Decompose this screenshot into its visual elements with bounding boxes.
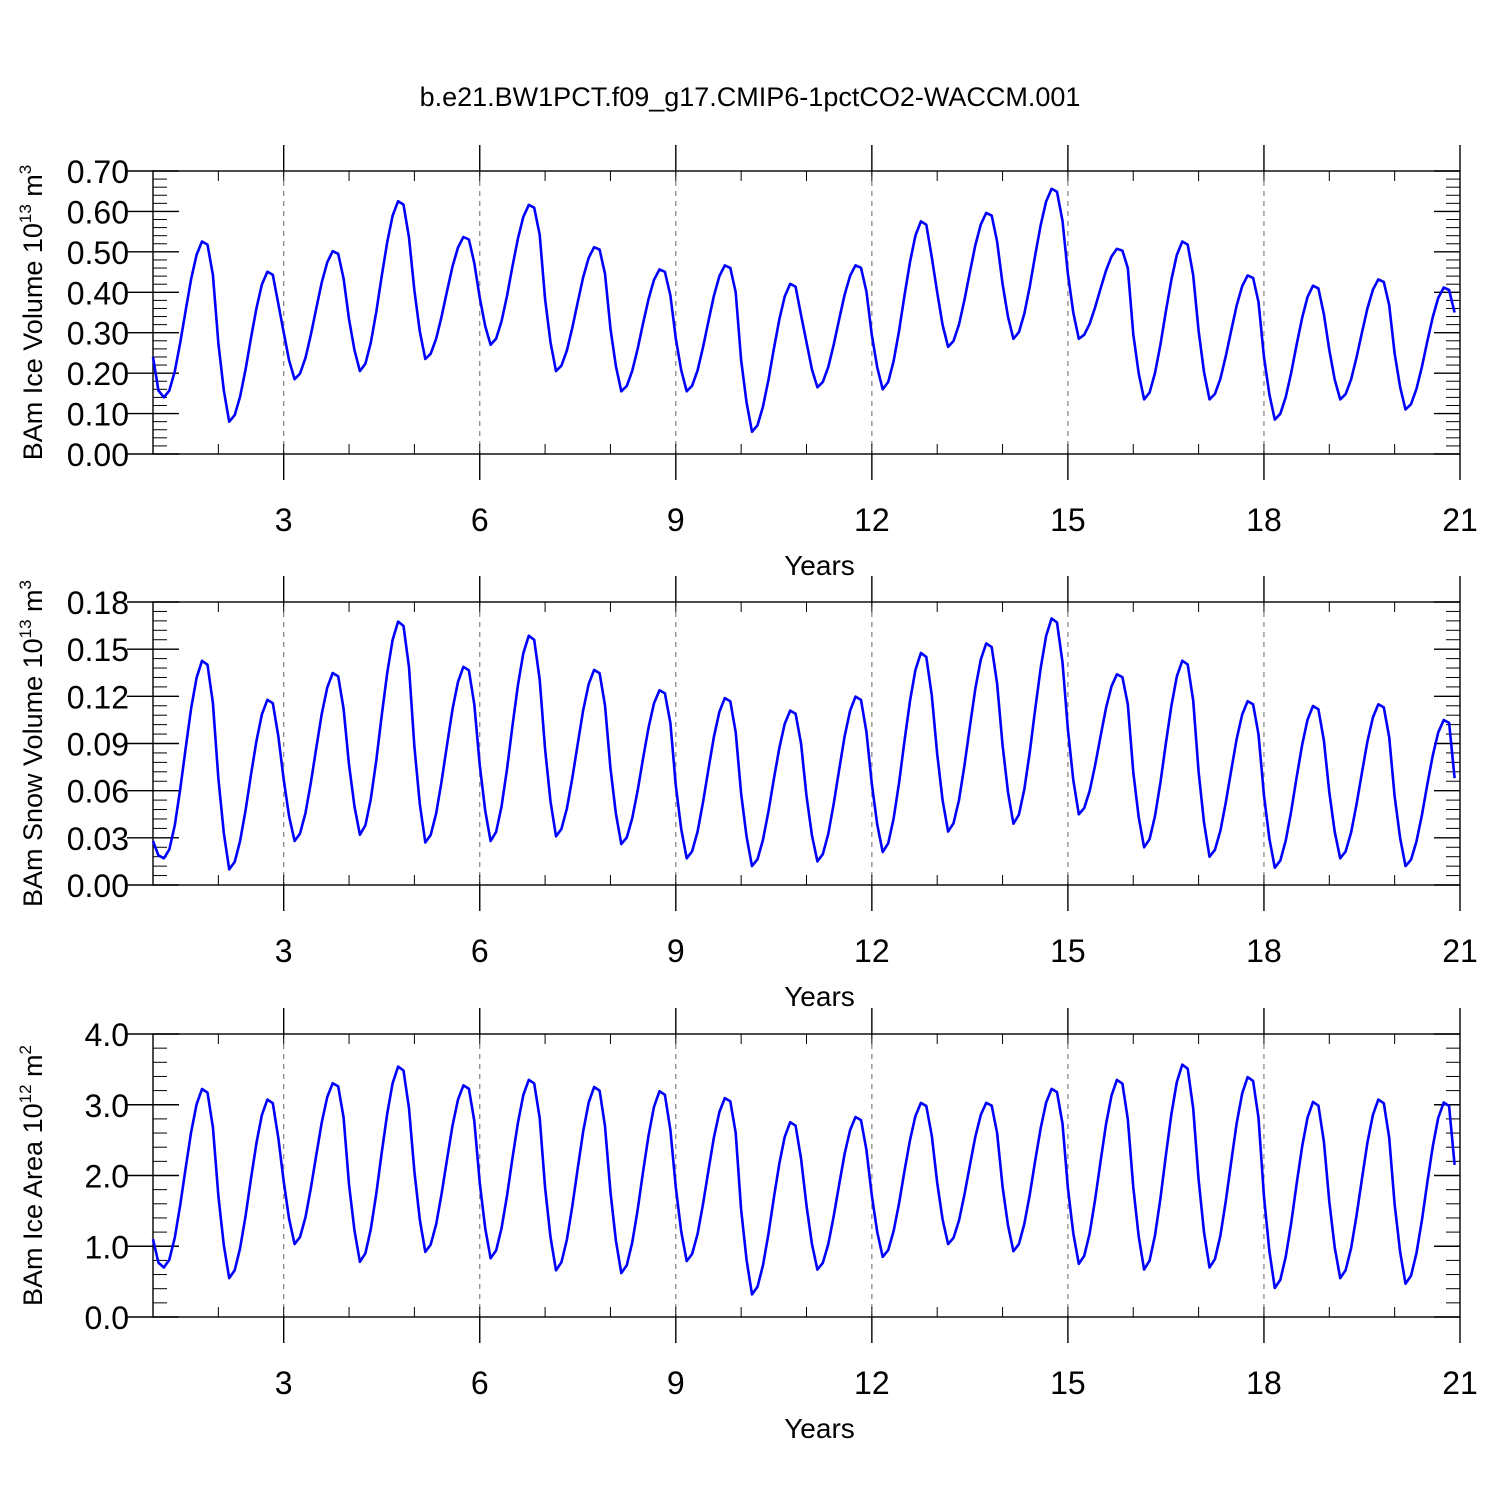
y-tick-label: 0.20 — [67, 356, 129, 392]
y-tick-label: 0.00 — [67, 437, 129, 473]
y-tick-label: 0.06 — [67, 774, 129, 810]
x-tick-label: 9 — [667, 502, 685, 538]
y-tick-label: 0.10 — [67, 397, 129, 433]
y-tick-label: 1.0 — [85, 1229, 129, 1265]
y-tick-label: 0.60 — [67, 194, 129, 230]
y-tick-label: 4.0 — [85, 1017, 129, 1053]
y-tick-label: 0.18 — [67, 585, 129, 621]
y-tick-label: 0.0 — [85, 1300, 129, 1336]
panel-1: 0.00 0.10 0.20 0.30 0.40 0.50 0.60 0.70 3 6 9 12 15 1… — [16, 145, 1478, 581]
x-tick-label: 6 — [471, 502, 489, 538]
x-tick-label: 3 — [275, 1365, 293, 1401]
plots: 0.00 0.10 0.20 0.30 0.40 0.50 0.60 0.70 3 6 9 12 15 1… — [16, 145, 1478, 1444]
y-tick-label: 0.12 — [67, 679, 129, 715]
y-tick-label: 0.70 — [67, 154, 129, 190]
y-tick-label: 0.30 — [67, 316, 129, 352]
x-tick-label: 21 — [1442, 502, 1478, 538]
series-line — [151, 1063, 1456, 1296]
y-axis-label: BAm Ice Volume 1013 m3 — [16, 165, 48, 461]
x-axis-label: Years — [784, 1413, 855, 1444]
x-tick-label: 18 — [1246, 502, 1282, 538]
x-tick-label: 12 — [854, 502, 890, 538]
y-tick-label: 0.15 — [67, 632, 129, 668]
chart-title: b.e21.BW1PCT.f09_g17.CMIP6-1pctCO2-WACCM… — [420, 82, 1081, 112]
series-line — [151, 617, 1456, 871]
y-tick-label: 0.00 — [67, 868, 129, 904]
x-tick-label: 18 — [1246, 1365, 1282, 1401]
x-axis-label: Years — [784, 550, 855, 581]
x-axis-label: Years — [784, 981, 855, 1012]
x-tick-label: 12 — [854, 933, 890, 969]
x-tick-label: 15 — [1050, 933, 1086, 969]
y-axis-label: BAm Snow Volume 1013 m3 — [16, 580, 48, 907]
x-tick-label: 9 — [667, 933, 685, 969]
panel-3: 0.0 1.0 2.0 3.0 4.0 3 6 9 12 15 18 21 Years BAm Ice A… — [16, 1008, 1478, 1444]
x-tick-label: 12 — [854, 1365, 890, 1401]
x-tick-label: 9 — [667, 1365, 685, 1401]
y-tick-label: 3.0 — [85, 1088, 129, 1124]
y-tick-label: 0.50 — [67, 235, 129, 271]
x-tick-label: 15 — [1050, 502, 1086, 538]
y-tick-label: 0.40 — [67, 275, 129, 311]
x-tick-label: 3 — [275, 502, 293, 538]
x-tick-label: 21 — [1442, 1365, 1478, 1401]
series-line — [151, 187, 1456, 434]
x-tick-label: 18 — [1246, 933, 1282, 969]
panel-2: 0.00 0.03 0.06 0.09 0.12 0.15 0.18 3 6 9 12 15 18 21 Y… — [16, 576, 1478, 1012]
y-tick-label: 2.0 — [85, 1159, 129, 1195]
y-tick-label: 0.03 — [67, 821, 129, 857]
x-tick-label: 3 — [275, 933, 293, 969]
y-tick-label: 0.09 — [67, 727, 129, 763]
x-tick-label: 6 — [471, 933, 489, 969]
x-tick-label: 15 — [1050, 1365, 1086, 1401]
x-tick-label: 21 — [1442, 933, 1478, 969]
x-tick-label: 6 — [471, 1365, 489, 1401]
y-axis-label: BAm Ice Area 1012 m2 — [16, 1045, 48, 1306]
